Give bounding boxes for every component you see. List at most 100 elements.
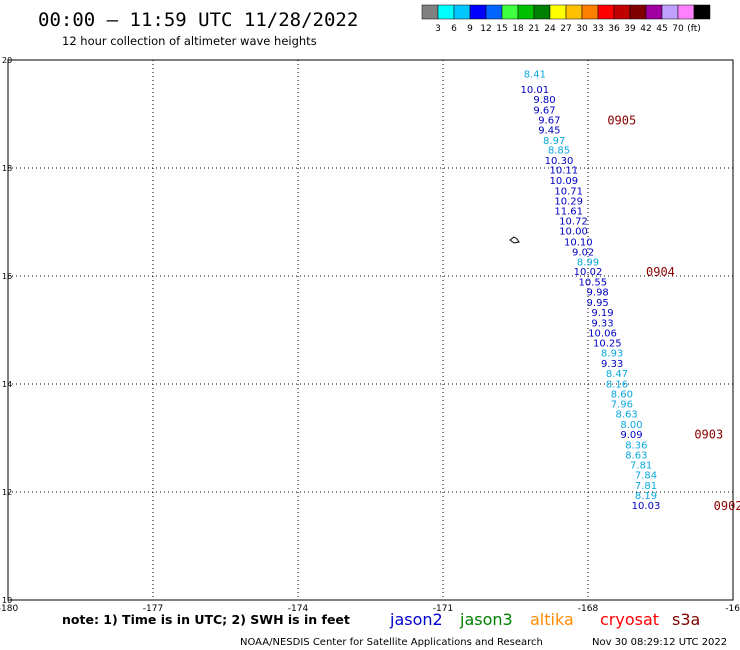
wave-height-label: 8.36 <box>625 440 647 451</box>
satellite-legend: jason2 jason3 altika cryosat s3a <box>389 610 700 629</box>
colorbar-swatch <box>693 4 711 20</box>
colorbar: 3 6 9 12 15 18 21 24 27 30 33 36 39 42 45 70 (ft) <box>421 4 711 34</box>
wave-height-label: 9.67 <box>538 115 560 126</box>
wave-height-label: 8.41 <box>524 70 546 81</box>
wave-height-label: 10.25 <box>593 338 622 349</box>
wave-height-label: 9.33 <box>601 359 623 370</box>
wave-height-label: 10.72 <box>559 216 588 227</box>
grid <box>8 60 733 600</box>
y-tick-label: 14 <box>2 380 12 389</box>
time-labels: 0905 0904 0903 0902 <box>607 113 740 513</box>
plot-frame <box>7 59 734 601</box>
colorbar-label: 33 <box>592 24 603 34</box>
wave-height-label: 8.00 <box>620 420 642 431</box>
wave-height-label: 10.71 <box>554 187 583 198</box>
colorbar-label: 70 <box>672 24 684 34</box>
colorbar-label: 12 <box>480 24 491 34</box>
y-tick-label: 18 <box>2 164 12 173</box>
x-tick-label: -168 <box>578 604 599 614</box>
colorbar-label: 24 <box>544 24 556 34</box>
colorbar-swatch <box>565 4 583 20</box>
wave-height-label: 9.19 <box>591 308 613 319</box>
wave-height-label: 8.97 <box>543 136 565 147</box>
colorbar-label: 21 <box>528 24 539 34</box>
x-tick-label: -174 <box>288 604 309 614</box>
colorbar-swatch <box>453 4 471 20</box>
x-tick-labels: -180 -177 -174 -171 -168 -16 <box>0 604 740 614</box>
colorbar-label: 18 <box>512 24 524 34</box>
colorbar-swatch <box>581 4 599 20</box>
legend-entry-s3a: s3a <box>672 610 700 629</box>
colorbar-swatch <box>437 4 455 20</box>
wave-height-label: 9.45 <box>538 126 560 137</box>
legend-entry-altika: altika <box>530 610 574 629</box>
y-tick-label: 20 <box>2 56 12 65</box>
wave-height-label: 10.30 <box>545 156 574 167</box>
data-labels: 8.4110.019.809.679.679.458.978.8510.3010… <box>521 70 661 512</box>
wave-height-label: 7.81 <box>635 481 657 492</box>
wave-height-label: 10.02 <box>574 267 603 278</box>
wave-height-label: 9.95 <box>587 298 609 309</box>
wave-height-label: 10.11 <box>550 166 579 177</box>
pass-time-label: 0904 <box>646 265 675 279</box>
wave-height-label: 10.55 <box>579 277 608 288</box>
wave-height-label: 7.81 <box>630 460 652 471</box>
wave-height-label: 9.09 <box>620 430 642 441</box>
wave-height-label: 7.84 <box>635 471 657 482</box>
colorbar-label: 6 <box>451 24 457 34</box>
colorbar-swatch <box>469 4 487 20</box>
colorbar-swatch <box>629 4 647 20</box>
colorbar-swatch <box>677 4 695 20</box>
wave-height-label: 9.98 <box>587 288 609 299</box>
wave-height-label: 8.85 <box>548 146 570 157</box>
wave-height-label: 10.29 <box>554 196 583 207</box>
colorbar-label: 27 <box>560 24 571 34</box>
colorbar-swatch <box>533 4 551 20</box>
legend-entry-cryosat: cryosat <box>600 610 659 629</box>
wave-height-label: 9.02 <box>572 248 594 259</box>
pass-time-label: 0905 <box>607 113 636 127</box>
wave-height-label: 8.93 <box>601 349 623 360</box>
plot-area: -180 -177 -174 -171 -168 -16 10 12 14 16 18 20 8.4… <box>0 56 740 614</box>
pass-time-label: 0903 <box>694 428 723 442</box>
colorbar-label: 3 <box>435 24 441 34</box>
wave-height-label: 10.10 <box>564 237 593 248</box>
legend-entry-jason2: jason2 <box>389 610 443 629</box>
wave-height-label: 8.19 <box>635 491 657 502</box>
colorbar-label: 9 <box>467 24 473 34</box>
footer-timestamp: Nov 30 08:29:12 UTC 2022 <box>592 637 727 648</box>
wave-height-label: 10.03 <box>632 501 661 512</box>
footer-note: note: 1) Time is in UTC; 2) SWH is in fe… <box>62 612 350 627</box>
y-tick-label: 16 <box>2 272 12 281</box>
wave-height-label: 10.06 <box>588 329 617 340</box>
legend-entry-jason3: jason3 <box>459 610 513 629</box>
x-tick-label: -180 <box>0 604 18 614</box>
colorbar-swatch <box>501 4 519 20</box>
chart-subtitle: 12 hour collection of altimeter wave hei… <box>62 34 317 48</box>
wave-height-label: 10.01 <box>521 85 550 96</box>
chart-title: 00:00 – 11:59 UTC 11/28/2022 <box>38 9 358 31</box>
colorbar-label: 15 <box>496 24 507 34</box>
wave-height-label: 8.63 <box>625 451 647 462</box>
wave-height-label: 8.99 <box>577 257 599 268</box>
colorbar-label: (ft) <box>687 24 701 34</box>
wave-height-label: 8.16 <box>606 379 628 390</box>
colorbar-swatch <box>517 4 535 20</box>
colorbar-swatch <box>613 4 631 20</box>
footer-credit: NOAA/NESDIS Center for Satellite Applica… <box>240 637 543 648</box>
colorbar-label: 30 <box>576 24 588 34</box>
pass-time-label: 0902 <box>714 499 740 513</box>
x-tick-label: -16 <box>725 604 740 614</box>
y-tick-labels: 10 12 14 16 18 20 <box>2 56 12 605</box>
wave-height-label: 10.00 <box>559 227 588 238</box>
colorbar-swatch <box>645 4 663 20</box>
wave-height-label: 10.09 <box>550 176 579 187</box>
colorbar-label: 42 <box>640 24 651 34</box>
y-tick-label: 12 <box>2 488 12 497</box>
colorbar-swatch <box>549 4 567 20</box>
wave-height-label: 9.67 <box>533 106 555 117</box>
island-marker <box>509 236 520 244</box>
wave-height-label: 8.63 <box>616 410 638 421</box>
colorbar-label: 45 <box>656 24 667 34</box>
